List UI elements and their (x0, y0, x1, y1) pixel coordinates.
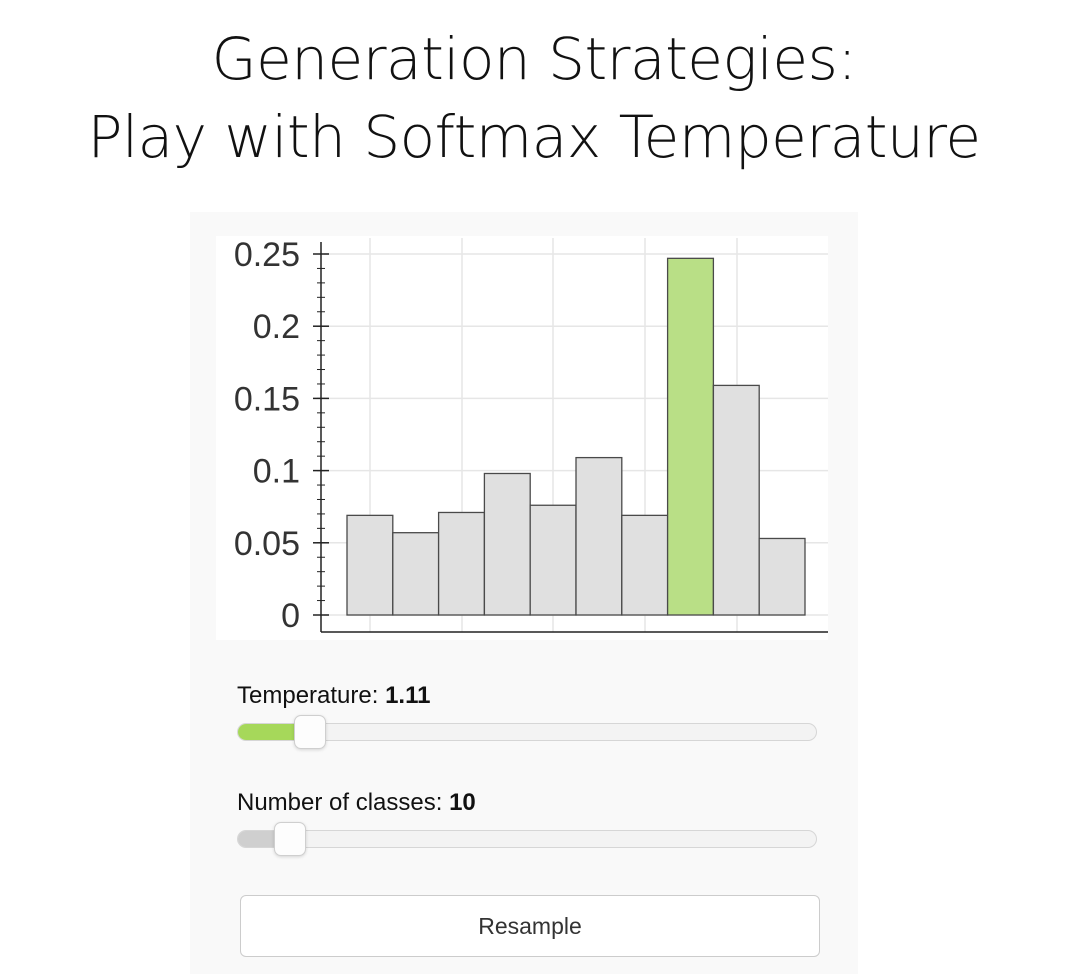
slide-title-line-1: Generation Strategies: (211, 25, 857, 93)
chart-axes: 0 0.05 0.1 0.15 0.2 0.25 (234, 236, 828, 635)
temperature-slider[interactable] (237, 715, 817, 749)
y-tick-label: 0.2 (253, 308, 300, 346)
bar (346, 514, 394, 616)
chart-bars (346, 257, 806, 616)
temperature-slider-fill (238, 724, 310, 740)
temperature-label: Temperature: 1.11 (237, 682, 430, 710)
bar (529, 504, 577, 616)
bar (758, 537, 806, 616)
classes-slider-thumb[interactable] (274, 822, 306, 856)
slide-title: Generation Strategies: Play with Softmax… (0, 20, 1068, 176)
bar (575, 456, 623, 616)
classes-slider[interactable] (237, 822, 817, 856)
bar-highlighted (666, 257, 715, 616)
temperature-value: 1.11 (385, 682, 431, 709)
resample-button[interactable]: Resample (240, 895, 820, 957)
y-tick-label: 0.1 (253, 453, 300, 491)
bar (437, 511, 486, 616)
y-tick-label: 0.25 (234, 236, 300, 274)
temperature-label-text: Temperature: (237, 682, 379, 709)
y-tick-label: 0 (281, 597, 300, 635)
bar (621, 514, 669, 616)
y-tick-label: 0.15 (234, 380, 300, 418)
classes-label-text: Number of classes: (237, 789, 443, 816)
temperature-slider-thumb[interactable] (294, 715, 326, 749)
bar (392, 532, 440, 616)
slide-title-line-2: Play with Softmax Temperature (87, 103, 981, 171)
y-tick-label: 0.05 (234, 525, 300, 563)
classes-label: Number of classes: 10 (237, 789, 476, 817)
classes-value: 10 (449, 789, 476, 816)
bar (483, 472, 531, 616)
bar (712, 384, 760, 616)
